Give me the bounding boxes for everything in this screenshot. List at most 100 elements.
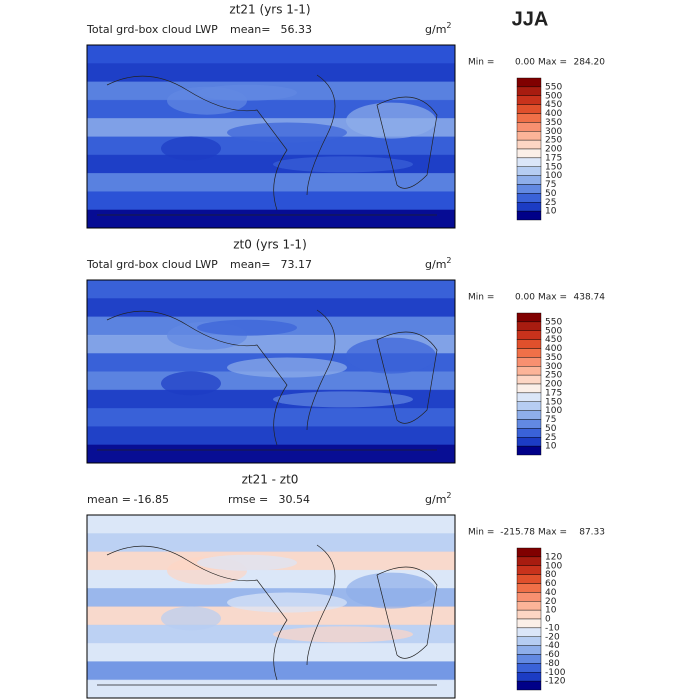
colorbar-label: 200 [545, 145, 562, 155]
colorbar-box [516, 445, 542, 456]
max-value: 438.74 [574, 293, 606, 303]
min-label: Min = [468, 528, 494, 538]
max-label: Max = [538, 293, 567, 303]
map-band [87, 45, 455, 64]
min-label: Min = [468, 293, 494, 303]
colorbar-box [516, 139, 542, 150]
coastline [97, 74, 438, 216]
min-value: 0.00 [515, 58, 535, 68]
map-patch [273, 626, 413, 643]
colorbar-box [516, 374, 542, 385]
colorbar-box [516, 383, 542, 394]
colorbar-label: 500 [545, 91, 562, 101]
colorbar-label: 10 [545, 606, 557, 616]
map-band [87, 679, 455, 699]
max-label: Max = [538, 528, 567, 538]
units: g/m2 [425, 491, 452, 507]
map-patch [227, 122, 347, 143]
colorbar-box [516, 583, 542, 593]
colorbar-box [516, 148, 542, 159]
colorbar-label: 10 [545, 442, 557, 452]
colorbar-box [516, 104, 542, 114]
colorbar-label: 50 [545, 189, 557, 199]
map-band [87, 298, 455, 318]
colorbar-box [516, 565, 542, 575]
colorbar-label: 120 [545, 552, 562, 562]
map-band [87, 209, 455, 229]
map-patch [161, 371, 221, 396]
colorbar-label: 350 [545, 118, 562, 128]
colorbar-box [516, 556, 542, 566]
colorbar-label: 175 [545, 153, 562, 163]
colorbar-label: 400 [545, 109, 562, 119]
colorbar-label: 500 [545, 326, 562, 336]
colorbar-box [516, 339, 542, 349]
colorbar-label: 100 [545, 171, 562, 181]
colorbar-label: 75 [545, 415, 556, 425]
max-value: 284.20 [574, 58, 606, 68]
map-band [87, 661, 455, 681]
colorbar-box [516, 592, 542, 602]
map-band [87, 280, 455, 299]
colorbar-box [516, 312, 542, 323]
colorbar-label: 20 [545, 597, 557, 607]
units: g/m2 [425, 21, 452, 37]
map-band [87, 173, 455, 192]
colorbar-label: 50 [545, 424, 557, 434]
map-patch [346, 572, 436, 609]
units-power: 2 [446, 21, 451, 30]
colorbar-box [516, 95, 542, 105]
colorbar-box [516, 419, 542, 429]
colorbar-box [516, 366, 542, 376]
colorbar-label: -40 [545, 641, 560, 651]
colorbar-box [516, 210, 542, 221]
colorbar-label: 40 [545, 588, 557, 598]
colorbar-label: 250 [545, 136, 562, 146]
colorbar-box [516, 184, 542, 194]
colorbar-box [516, 609, 542, 620]
stat-value: 56.33 [281, 23, 313, 36]
colorbar-label: -20 [545, 632, 560, 642]
colorbar-label: 150 [545, 397, 562, 407]
colorbar-box [516, 122, 542, 132]
map-band [87, 63, 455, 83]
colorbar-label: 60 [545, 579, 557, 589]
colorbar-box [516, 574, 542, 584]
field-label: Total grd-box cloud LWP [86, 258, 218, 271]
colorbar-box [516, 392, 542, 402]
map-band [87, 444, 455, 464]
min-label: Min = [468, 58, 494, 68]
colorbar-label: 80 [545, 570, 557, 580]
colorbar-box [516, 547, 542, 558]
colorbar-label: -120 [545, 677, 566, 687]
panel-title: zt0 (yrs 1-1) [233, 238, 307, 252]
colorbar-label: 100 [545, 406, 562, 416]
map-patch [197, 554, 297, 571]
panel-title: zt21 (yrs 1-1) [229, 3, 310, 17]
map-band [87, 515, 455, 534]
min-value: 0.00 [515, 293, 535, 303]
colorbar-label: 300 [545, 127, 562, 137]
colorbar-box [516, 437, 542, 447]
stat-label: mean= [230, 258, 270, 271]
colorbar-box [516, 175, 542, 185]
colorbar-label: 150 [545, 162, 562, 172]
colorbar-box [516, 131, 542, 141]
colorbar-label: -10 [545, 623, 560, 633]
colorbar-label: 0 [545, 615, 551, 625]
colorbar-label: 200 [545, 380, 562, 390]
colorbar-box [516, 157, 542, 167]
coastline [97, 309, 438, 451]
colorbar-label: -60 [545, 650, 560, 660]
map-patch [227, 592, 347, 613]
colorbar-label: 25 [545, 433, 556, 443]
map-band [87, 533, 455, 553]
colorbar-label: 175 [545, 388, 562, 398]
panel-title: zt21 - zt0 [242, 473, 299, 487]
colorbar-label: 10 [545, 207, 557, 217]
colorbar-box [516, 672, 542, 682]
stat-value: -16.85 [134, 493, 169, 506]
stat-label: mean = [87, 493, 131, 506]
stat-label: rmse = [228, 493, 268, 506]
